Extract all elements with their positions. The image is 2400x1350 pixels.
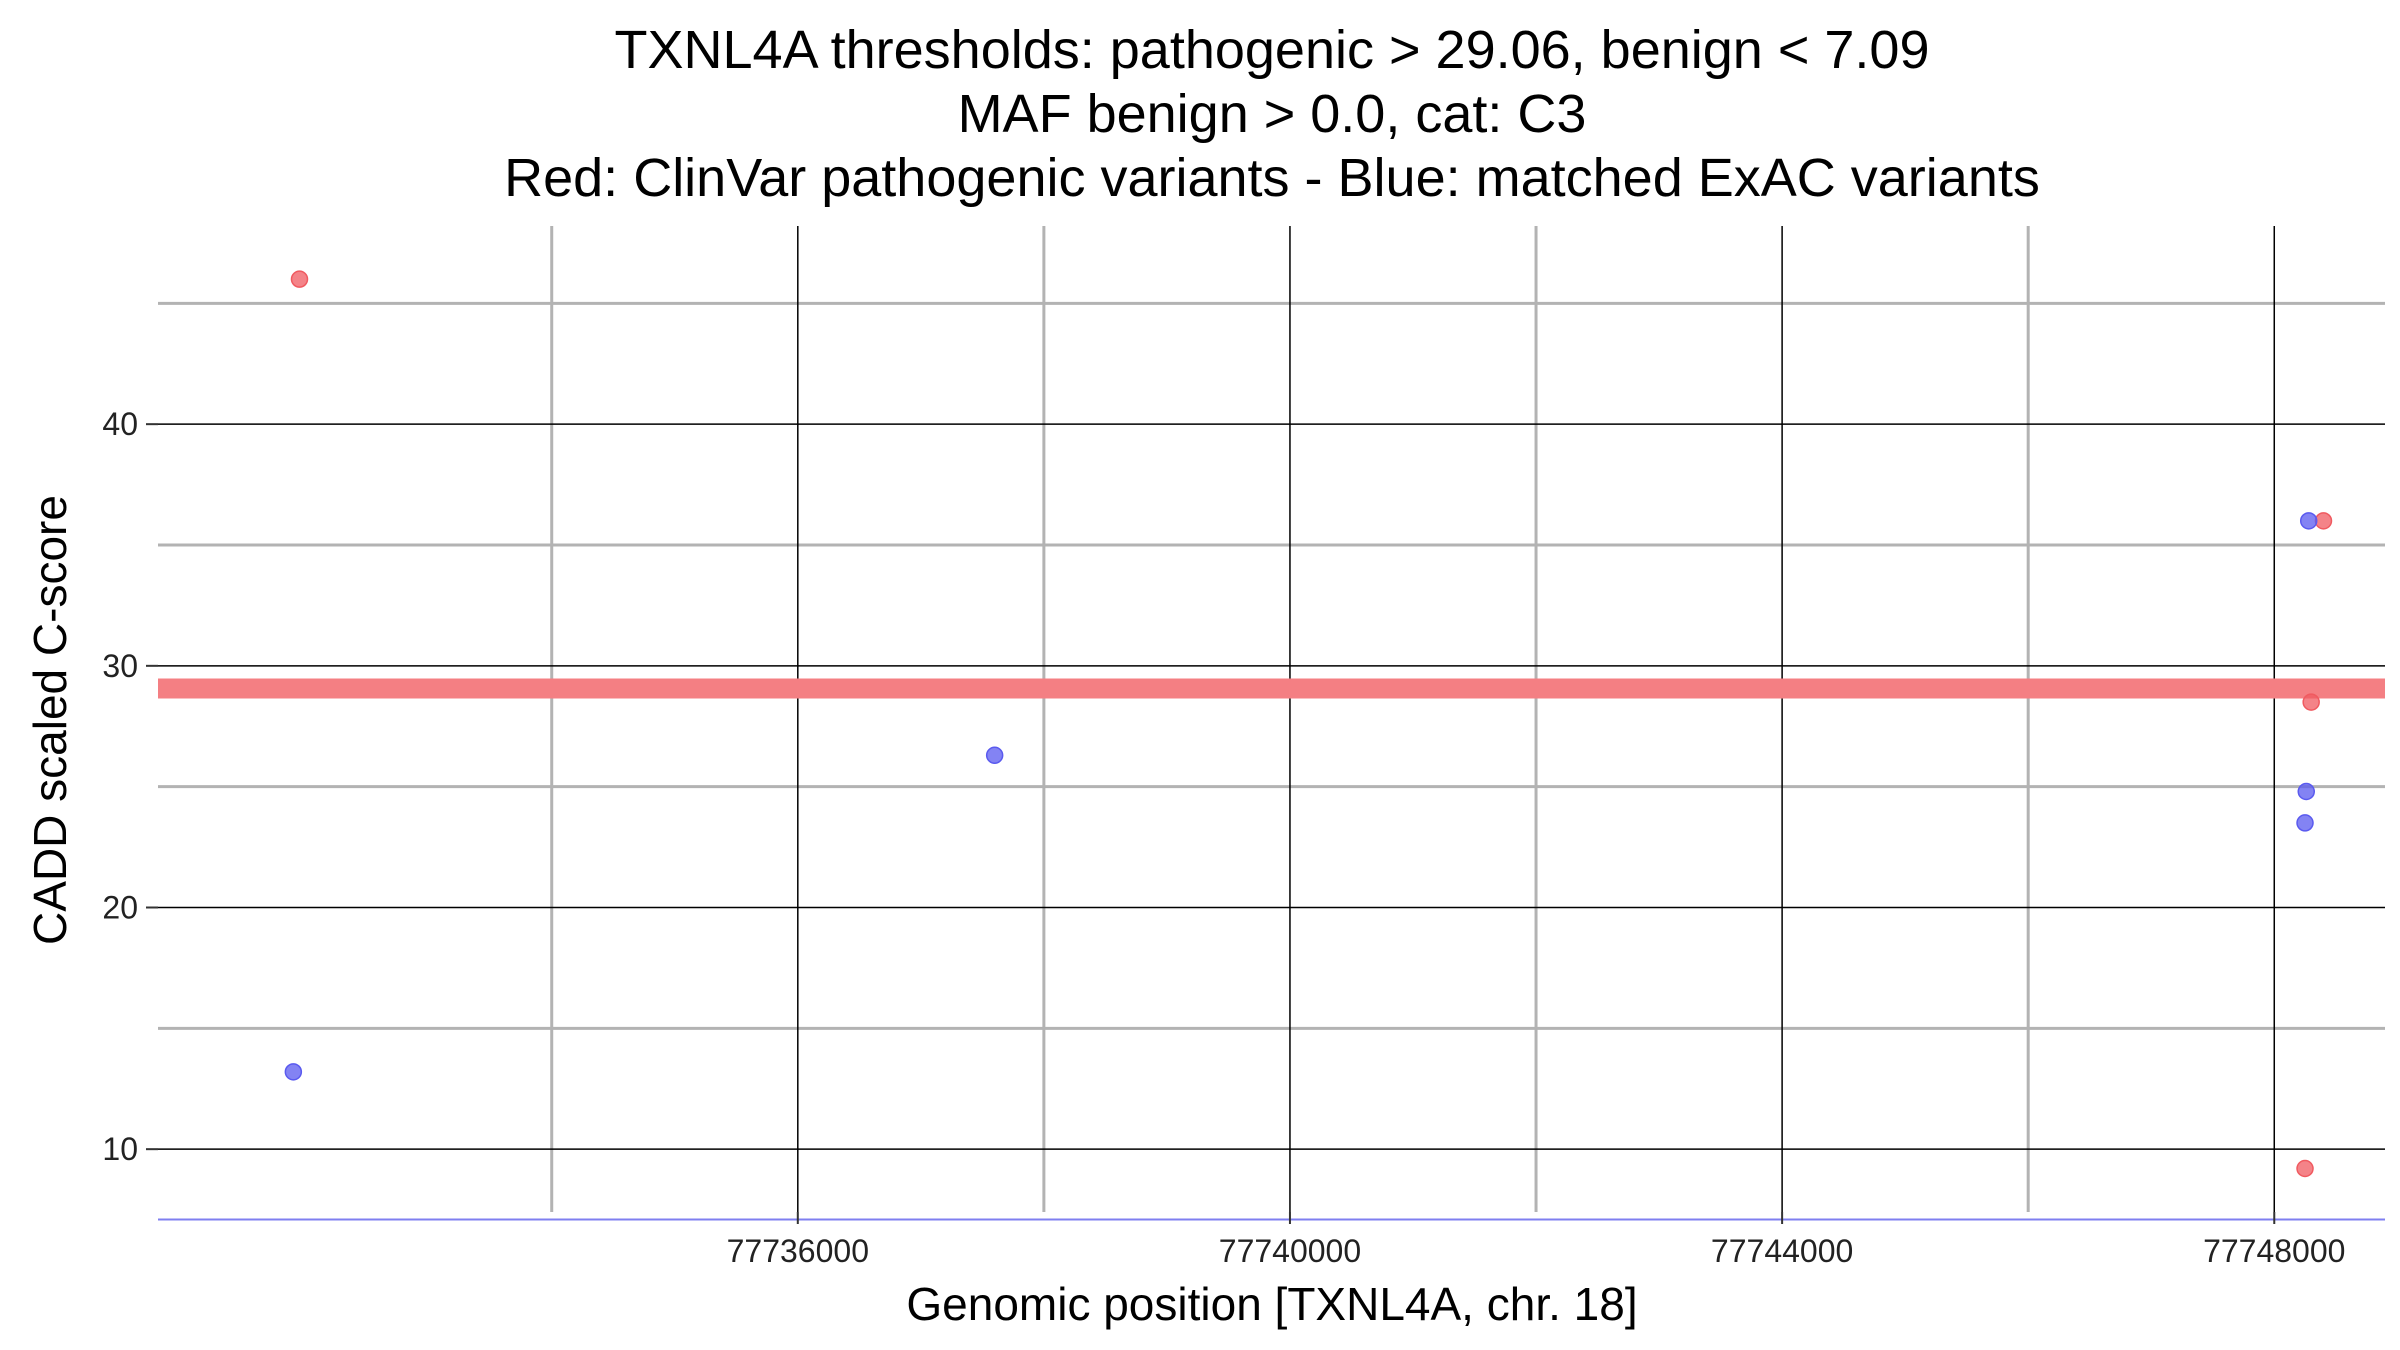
chart-title-line-3: Red: ClinVar pathogenic variants - Blue:…	[504, 148, 2040, 208]
x-axis-label: Genomic position [TXNL4A, chr. 18]	[906, 1278, 1637, 1330]
blue-data-point	[284, 1063, 303, 1081]
y-tick-label: 30	[102, 648, 138, 684]
data-points	[284, 270, 2333, 1178]
red-data-point	[2302, 693, 2320, 711]
red-data-point	[2314, 512, 2333, 530]
blue-data-point	[2297, 782, 2316, 801]
chart-title: TXNL4A thresholds: pathogenic > 29.06, b…	[504, 20, 2040, 208]
y-axis-label: CADD scaled C-score	[24, 495, 76, 945]
blue-data-point	[985, 746, 1004, 764]
x-tick-label: 77744000	[1711, 1233, 1853, 1269]
minor-gridlines	[158, 226, 2385, 1212]
chart-title-line-2: MAF benign > 0.0, cat: C3	[958, 84, 1587, 144]
x-tick-label: 77740000	[1219, 1233, 1361, 1269]
red-data-point	[290, 270, 309, 288]
x-tick-label: 77736000	[727, 1233, 869, 1269]
x-tick-label: 77748000	[2203, 1233, 2345, 1269]
y-tick-label: 40	[102, 406, 138, 442]
red-data-point	[2296, 1159, 2314, 1178]
major-gridlines	[158, 226, 2385, 1212]
chart-title-line-1: TXNL4A thresholds: pathogenic > 29.06, b…	[615, 20, 1930, 80]
y-tick-label: 20	[102, 890, 138, 926]
x-axis-ticks: 77736000 77740000 77744000 77748000	[727, 1212, 2345, 1269]
blue-data-point	[2296, 814, 2314, 832]
y-tick-label: 10	[102, 1131, 138, 1167]
blue-data-point	[2299, 512, 2318, 530]
threshold-lines	[158, 678, 2385, 1221]
y-axis-ticks: 10 20 30 40	[102, 406, 158, 1167]
